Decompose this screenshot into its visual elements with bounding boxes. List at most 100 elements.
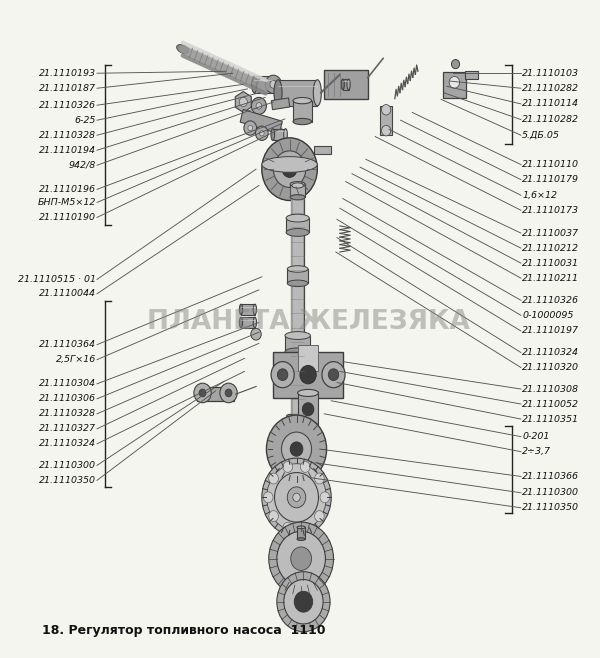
Bar — [271, 98, 290, 110]
Circle shape — [225, 389, 232, 397]
Circle shape — [267, 464, 326, 531]
Circle shape — [220, 383, 237, 403]
Text: 21.1110031: 21.1110031 — [522, 259, 579, 268]
Circle shape — [282, 161, 297, 178]
Bar — [287, 416, 295, 428]
Ellipse shape — [341, 79, 344, 89]
Text: 21.1110037: 21.1110037 — [522, 228, 579, 238]
Bar — [286, 218, 309, 232]
Circle shape — [281, 432, 311, 466]
Bar — [241, 317, 255, 328]
Circle shape — [314, 473, 324, 484]
Text: 5.ДБ.05: 5.ДБ.05 — [522, 131, 560, 139]
Text: 21.1110187: 21.1110187 — [39, 84, 96, 93]
Text: 1,6×12: 1,6×12 — [522, 191, 557, 200]
Text: 2÷3,7: 2÷3,7 — [522, 447, 551, 456]
Circle shape — [293, 493, 300, 501]
Ellipse shape — [239, 317, 242, 328]
Text: 21.1110196: 21.1110196 — [39, 185, 96, 194]
Text: 21.1110308: 21.1110308 — [522, 384, 579, 393]
Circle shape — [256, 126, 268, 140]
Ellipse shape — [347, 79, 350, 89]
Bar — [465, 71, 478, 79]
Text: 6-25: 6-25 — [74, 116, 96, 125]
Circle shape — [382, 105, 391, 115]
Ellipse shape — [290, 195, 305, 200]
Ellipse shape — [298, 390, 319, 397]
Bar — [298, 393, 319, 426]
Circle shape — [287, 487, 306, 508]
Bar — [278, 80, 317, 106]
Text: 21.1110350: 21.1110350 — [522, 503, 579, 513]
Text: 21.1110515 · 01: 21.1110515 · 01 — [18, 275, 96, 284]
Ellipse shape — [176, 45, 189, 53]
Circle shape — [262, 138, 317, 201]
Circle shape — [290, 442, 303, 456]
Bar — [302, 199, 304, 414]
Bar — [285, 336, 310, 352]
Ellipse shape — [287, 266, 308, 272]
Circle shape — [248, 126, 253, 131]
Circle shape — [277, 531, 325, 586]
Circle shape — [322, 362, 345, 388]
Circle shape — [239, 97, 247, 107]
Ellipse shape — [251, 76, 257, 93]
Circle shape — [251, 328, 261, 340]
Ellipse shape — [239, 304, 242, 315]
Text: 21.1110193: 21.1110193 — [39, 68, 96, 78]
Bar — [314, 146, 331, 154]
Text: БНП-М5×12: БНП-М5×12 — [37, 198, 96, 207]
Text: 21.1110110: 21.1110110 — [522, 160, 579, 169]
Circle shape — [275, 472, 319, 522]
Text: 21.1110194: 21.1110194 — [39, 145, 96, 155]
Bar — [274, 352, 343, 397]
Circle shape — [291, 547, 311, 570]
Bar — [290, 184, 305, 197]
Text: 21.1110052: 21.1110052 — [522, 399, 579, 409]
Text: 21.1110366: 21.1110366 — [522, 472, 579, 481]
Text: 21.1110306: 21.1110306 — [39, 394, 96, 403]
Circle shape — [199, 389, 206, 397]
Circle shape — [271, 362, 294, 388]
Ellipse shape — [287, 426, 295, 429]
Circle shape — [277, 572, 330, 632]
Bar — [380, 106, 392, 135]
Circle shape — [294, 592, 313, 612]
Circle shape — [256, 103, 262, 109]
Bar — [292, 199, 304, 414]
Bar — [287, 269, 308, 284]
Bar — [254, 76, 272, 93]
Ellipse shape — [297, 526, 305, 529]
Bar — [323, 70, 368, 99]
Text: 21.1110114: 21.1110114 — [522, 99, 579, 109]
Circle shape — [260, 131, 264, 136]
Bar — [273, 129, 286, 140]
Text: 21.1110300: 21.1110300 — [39, 461, 96, 470]
Ellipse shape — [290, 182, 305, 187]
Circle shape — [302, 403, 314, 416]
Text: 21.1110044: 21.1110044 — [39, 290, 96, 298]
Circle shape — [263, 492, 273, 503]
Circle shape — [301, 522, 310, 533]
Text: ПЛАНЕТА ЖЕЛЕЗЯКА: ПЛАНЕТА ЖЕЛЕЗЯКА — [146, 309, 470, 336]
Circle shape — [451, 59, 460, 68]
Ellipse shape — [269, 76, 274, 93]
Circle shape — [274, 151, 306, 188]
Ellipse shape — [293, 97, 311, 104]
Circle shape — [382, 126, 391, 136]
Text: 21.1110351: 21.1110351 — [522, 415, 579, 424]
Text: 21.1110364: 21.1110364 — [39, 340, 96, 349]
Ellipse shape — [260, 82, 272, 91]
Circle shape — [320, 492, 329, 503]
Circle shape — [296, 594, 311, 610]
Circle shape — [270, 80, 277, 88]
Text: 0-201: 0-201 — [522, 432, 550, 441]
Ellipse shape — [298, 422, 319, 429]
Ellipse shape — [284, 129, 287, 140]
Ellipse shape — [286, 228, 309, 236]
Ellipse shape — [287, 415, 295, 417]
Text: 21.1110324: 21.1110324 — [522, 348, 579, 357]
Circle shape — [265, 75, 281, 93]
Circle shape — [269, 511, 278, 522]
Ellipse shape — [293, 118, 311, 124]
